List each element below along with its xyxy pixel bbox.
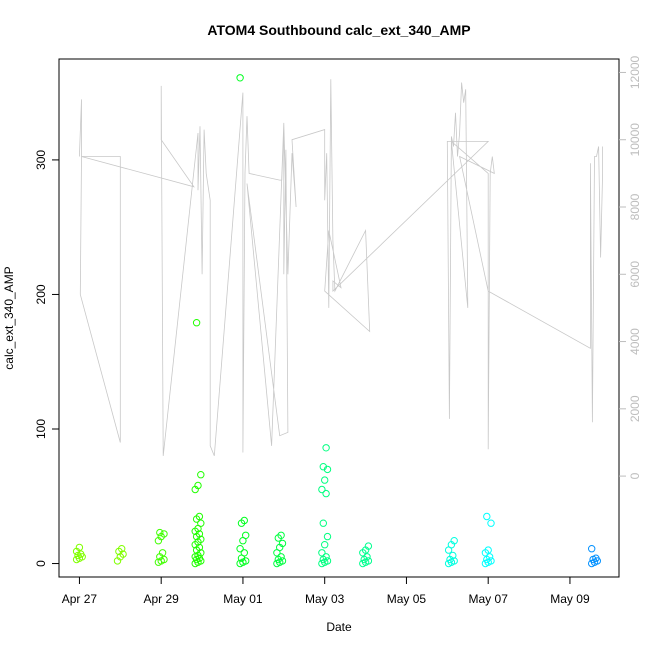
data-point <box>278 539 287 548</box>
x-axis: Apr 27 Apr 29 May 01 May 03 May 05 May 07 May … <box>62 576 590 606</box>
data-points-layer <box>72 74 601 568</box>
data-point <box>323 557 332 565</box>
data-point <box>484 546 492 554</box>
x-tick-label: May 07 <box>469 592 509 606</box>
data-point <box>277 553 285 561</box>
y-tick-label: 200 <box>34 284 48 304</box>
y2-tick-label: 6000 <box>628 261 642 288</box>
y2-tick-label: 12000 <box>628 55 642 89</box>
data-point <box>318 485 326 494</box>
data-point <box>277 531 285 539</box>
y-axis-label: calc_ext_340_AMP <box>2 266 16 369</box>
data-point <box>158 549 167 557</box>
y-axis-left: 0 100 200 300 <box>34 150 59 567</box>
y2-tick-label: 4000 <box>628 328 642 355</box>
plot-frame <box>58 58 620 578</box>
data-point <box>240 516 249 525</box>
data-point <box>197 471 205 479</box>
y2-tick-label: 2000 <box>628 395 642 422</box>
chart-title: ATOM4 Southbound calc_ext_340_AMP <box>207 22 470 38</box>
data-point <box>363 553 371 561</box>
y2-tick-label: 8000 <box>628 193 642 220</box>
data-point <box>318 549 326 557</box>
data-point <box>242 531 250 539</box>
data-point <box>192 319 201 327</box>
data-point <box>322 553 330 561</box>
data-point <box>485 553 494 561</box>
secondary-series-layer <box>79 79 603 457</box>
data-point <box>592 554 600 562</box>
data-point <box>364 557 373 565</box>
data-point <box>156 528 164 537</box>
data-point <box>487 557 495 565</box>
data-point <box>450 537 458 545</box>
data-point <box>319 519 327 527</box>
data-point <box>323 532 332 541</box>
data-point <box>487 519 495 527</box>
data-point <box>197 519 205 527</box>
data-point <box>321 476 329 484</box>
data-point <box>322 444 330 452</box>
data-point <box>588 545 596 553</box>
data-point <box>236 545 244 553</box>
x-tick-label: Apr 29 <box>144 592 180 606</box>
data-point <box>236 74 244 82</box>
data-point <box>450 557 458 565</box>
x-tick-label: Apr 27 <box>62 592 98 606</box>
data-point <box>364 542 373 550</box>
data-point <box>319 463 327 471</box>
x-tick-label: May 03 <box>305 592 345 606</box>
data-point <box>118 545 126 553</box>
data-point <box>194 481 202 490</box>
x-axis-label: Date <box>326 620 352 634</box>
y-tick-label: 0 <box>34 560 48 567</box>
y2-tick-label: 10000 <box>628 123 642 157</box>
x-tick-label: May 01 <box>223 592 263 606</box>
x-tick-label: May 05 <box>387 592 427 606</box>
data-point <box>449 551 457 560</box>
data-point <box>75 543 84 552</box>
data-point <box>240 549 249 557</box>
data-point <box>322 489 330 498</box>
data-point <box>321 541 329 549</box>
data-point <box>160 530 168 538</box>
data-point <box>278 557 287 565</box>
secondary-series-line <box>79 79 603 457</box>
y-tick-label: 300 <box>34 150 48 170</box>
y2-tick-label: 0 <box>628 472 642 479</box>
y-axis-right: 0 2000 4000 6000 8000 10000 12000 <box>619 55 642 479</box>
data-point <box>195 512 204 521</box>
x-tick-label: May 09 <box>550 592 590 606</box>
data-point <box>483 512 491 521</box>
y-tick-label: 100 <box>34 419 48 439</box>
